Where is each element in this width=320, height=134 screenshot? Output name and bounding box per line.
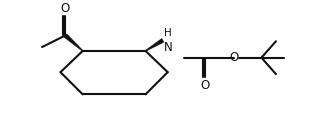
Polygon shape (145, 38, 164, 51)
Text: N: N (164, 41, 172, 54)
Text: H: H (164, 28, 172, 38)
Text: O: O (61, 2, 70, 15)
Text: O: O (230, 51, 239, 64)
Polygon shape (64, 34, 83, 51)
Text: O: O (201, 79, 210, 92)
